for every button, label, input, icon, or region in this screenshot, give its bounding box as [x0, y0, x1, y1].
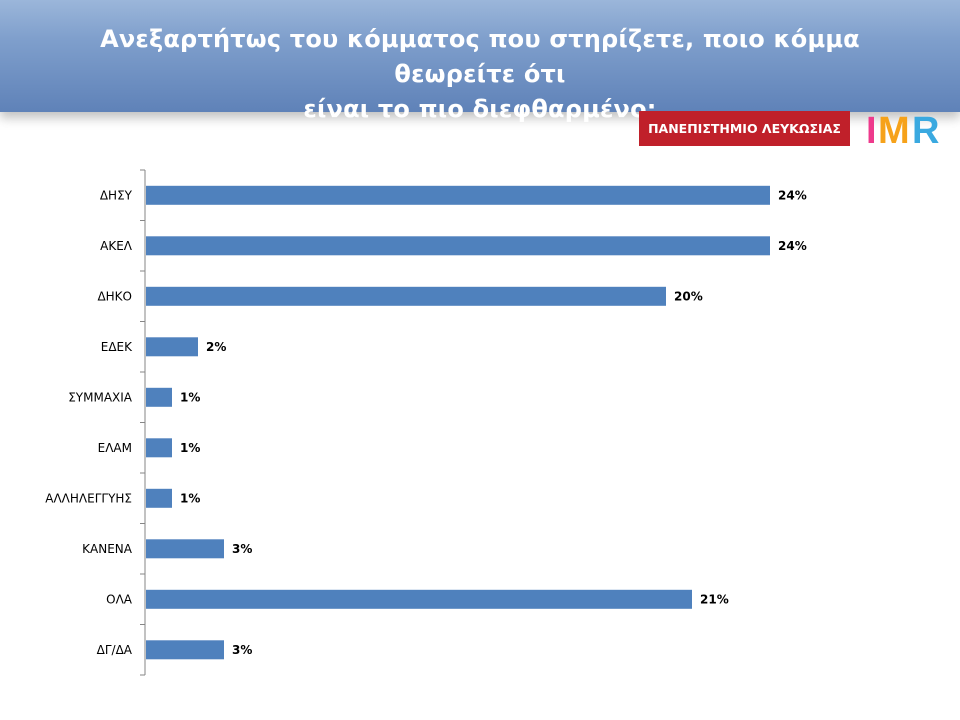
- category-label: ΕΛΑΜ: [98, 441, 132, 455]
- value-label: 24%: [778, 188, 807, 202]
- title-line-2: είναι το πιο διεφθαρμένο;: [303, 95, 657, 123]
- bar-2: [146, 286, 666, 306]
- bar-8: [146, 589, 692, 609]
- bar-3: [146, 337, 198, 357]
- category-label: ΟΛΑ: [106, 592, 133, 606]
- imr-logo-letter-m: M: [878, 110, 910, 148]
- bar-9: [146, 640, 224, 660]
- category-label: ΕΔΕΚ: [101, 340, 133, 354]
- value-label: 1%: [180, 441, 200, 455]
- value-label: 24%: [778, 239, 807, 253]
- bar-7: [146, 539, 224, 559]
- category-label: ΑΛΛΗΛΕΓΓΥΗΣ: [45, 491, 132, 505]
- value-label: 1%: [180, 390, 200, 404]
- value-label: 3%: [232, 643, 252, 657]
- university-logo: ΠΑΝΕΠΙΣΤΗΜΙΟ ΛΕΥΚΩΣΙΑΣ: [639, 111, 850, 146]
- bar-4: [146, 387, 172, 407]
- category-label: ΔΓ/ΔΑ: [97, 643, 133, 657]
- category-label: ΚΑΝΕΝΑ: [82, 542, 133, 556]
- value-label: 3%: [232, 542, 252, 556]
- value-label: 20%: [674, 289, 703, 303]
- value-label: 1%: [180, 491, 200, 505]
- category-label: ΔΗΣΥ: [100, 188, 133, 202]
- title-line-1: Ανεξαρτήτως του κόμματος που στηρίζετε, …: [100, 25, 860, 88]
- bar-1: [146, 236, 770, 256]
- chart-title: Ανεξαρτήτως του κόμματος που στηρίζετε, …: [40, 22, 920, 127]
- bar-5: [146, 438, 172, 458]
- category-label: ΔΗΚΟ: [97, 289, 132, 303]
- value-label: 21%: [700, 592, 729, 606]
- category-label: ΣΥΜΜΑΧΙΑ: [68, 390, 133, 404]
- labels-group: ΔΗΣΥ 24% ΑΚΕΛ 24% ΔΗΚΟ 20% ΕΔΕΚ 2% ΣΥΜΜΑΧΙΑ 1% ΕΛΑ…: [45, 188, 807, 657]
- imr-logo-letter-r: R: [912, 110, 939, 148]
- imr-logo: I M R: [866, 110, 939, 148]
- title-bar: Ανεξαρτήτως του κόμματος που στηρίζετε, …: [0, 0, 960, 123]
- value-label: 2%: [206, 340, 226, 354]
- axis-group: [140, 169, 146, 676]
- bar-6: [146, 488, 172, 508]
- bars-group: [146, 185, 770, 660]
- bar-0: [146, 185, 770, 205]
- category-label: ΑΚΕΛ: [100, 239, 133, 253]
- imr-logo-letter-i: I: [866, 110, 877, 148]
